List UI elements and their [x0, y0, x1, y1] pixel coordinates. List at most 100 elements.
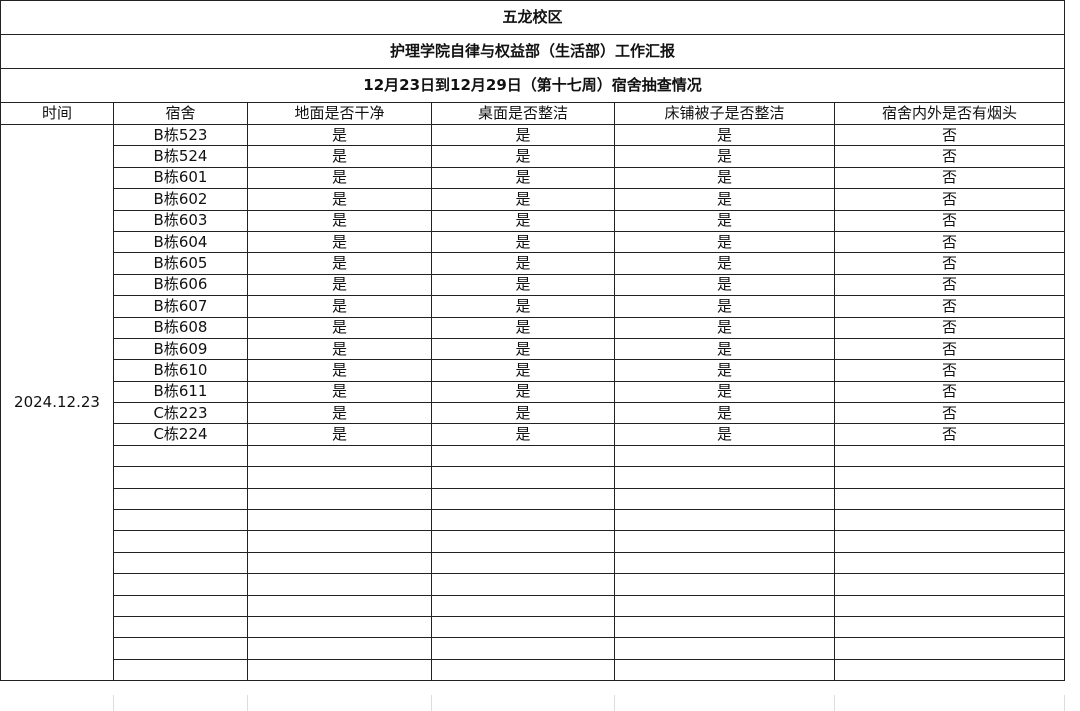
- bed-tidy-cell: 是: [614, 188, 835, 211]
- empty-row: [1, 487, 1066, 511]
- cigarette-cell: [833, 530, 1066, 553]
- bed-tidy-cell: 是: [614, 273, 835, 297]
- dorm-cell: B栋605: [113, 252, 248, 275]
- header-time: 时间: [0, 102, 114, 125]
- floor-clean-cell: [247, 444, 432, 468]
- table-row: B栋602 是是是否: [1, 188, 1066, 211]
- header-dorm: 宿舍: [113, 102, 248, 125]
- floor-clean-cell: 是: [247, 316, 432, 339]
- cigarette-cell: 否: [833, 230, 1066, 254]
- bed-tidy-cell: 是: [614, 380, 835, 404]
- bed-tidy-cell: 是: [614, 209, 835, 232]
- floor-clean-cell: 是: [247, 123, 432, 147]
- dorm-cell: [113, 594, 248, 617]
- desk-tidy-cell: [431, 487, 615, 511]
- desk-tidy-cell: 是: [431, 188, 615, 211]
- dorm-cell: [113, 487, 248, 511]
- cigarette-cell: [833, 658, 1066, 682]
- header-desk-tidy: 桌面是否整洁: [431, 102, 615, 125]
- empty-row: [1, 444, 1066, 468]
- dorm-cell: [113, 615, 248, 639]
- desk-tidy-cell: 是: [431, 252, 615, 275]
- floor-clean-cell: 是: [247, 273, 432, 297]
- empty-row: [1, 594, 1066, 617]
- bed-tidy-cell: 是: [614, 316, 835, 339]
- bed-tidy-cell: 是: [614, 145, 835, 168]
- table-row: B栋603 是是是否: [1, 209, 1066, 232]
- floor-clean-cell: 是: [247, 402, 432, 425]
- cigarette-cell: 否: [833, 209, 1066, 232]
- cigarette-cell: 否: [833, 166, 1066, 190]
- floor-clean-cell: 是: [247, 359, 432, 382]
- desk-tidy-cell: 是: [431, 380, 615, 404]
- empty-row: [1, 637, 1066, 660]
- floor-clean-cell: 是: [247, 252, 432, 275]
- desk-tidy-cell: 是: [431, 295, 615, 318]
- floor-clean-cell: [247, 637, 432, 660]
- cigarette-cell: [833, 573, 1066, 596]
- floor-clean-cell: 是: [247, 188, 432, 211]
- desk-tidy-cell: [431, 573, 615, 596]
- dorm-cell: B栋607: [113, 295, 248, 318]
- cigarette-cell: 否: [833, 295, 1066, 318]
- bed-tidy-cell: 是: [614, 295, 835, 318]
- report-title: 护理学院自律与权益部（生活部）工作汇报: [0, 34, 1066, 69]
- desk-tidy-cell: [431, 615, 615, 639]
- bed-tidy-cell: 是: [614, 402, 835, 425]
- desk-tidy-cell: 是: [431, 166, 615, 190]
- floor-clean-cell: [247, 530, 432, 553]
- dorm-cell: [113, 658, 248, 682]
- cigarette-cell: 否: [833, 402, 1066, 425]
- cigarette-cell: 否: [833, 337, 1066, 361]
- bed-tidy-cell: [614, 573, 835, 596]
- dorm-cell: C栋223: [113, 402, 248, 425]
- header-floor-clean: 地面是否干净: [247, 102, 432, 125]
- bed-tidy-cell: 是: [614, 166, 835, 190]
- table-row: B栋610 是是是否: [1, 359, 1066, 382]
- bed-tidy-cell: [614, 658, 835, 682]
- table-row: 2024.12.23 B栋523 是是是否: [0, 123, 1066, 682]
- desk-tidy-cell: [431, 594, 615, 617]
- table-row: B栋609 是是是否: [1, 337, 1066, 361]
- bed-tidy-cell: [614, 637, 835, 660]
- floor-clean-cell: [247, 509, 432, 532]
- bed-tidy-cell: [614, 466, 835, 489]
- cigarette-cell: [833, 509, 1066, 532]
- cigarette-cell: 否: [833, 252, 1066, 275]
- cigarette-cell: 否: [833, 145, 1066, 168]
- floor-clean-cell: 是: [247, 337, 432, 361]
- empty-row: [1, 509, 1066, 532]
- desk-tidy-cell: [431, 466, 615, 489]
- cigarette-cell: [833, 466, 1066, 489]
- dorm-cell: B栋524: [113, 145, 248, 168]
- floor-clean-cell: 是: [247, 295, 432, 318]
- empty-row: [1, 466, 1066, 489]
- cigarette-cell: 否: [833, 359, 1066, 382]
- dorm-cell: B栋611: [113, 380, 248, 404]
- bed-tidy-cell: [614, 594, 835, 617]
- empty-row: [1, 615, 1066, 639]
- floor-clean-cell: 是: [247, 145, 432, 168]
- floor-clean-cell: 是: [247, 380, 432, 404]
- floor-clean-cell: 是: [247, 166, 432, 190]
- bed-tidy-cell: 是: [614, 423, 835, 446]
- bed-tidy-cell: [614, 444, 835, 468]
- empty-row: [1, 551, 1066, 575]
- desk-tidy-cell: [431, 444, 615, 468]
- bed-tidy-cell: [614, 551, 835, 575]
- dorm-cell: B栋610: [113, 359, 248, 382]
- floor-clean-cell: [247, 551, 432, 575]
- period-title: 12月23日到12月29日（第十七周）宿舍抽查情况: [0, 68, 1066, 103]
- floor-clean-cell: [247, 573, 432, 596]
- cigarette-cell: 否: [833, 123, 1066, 147]
- cigarette-cell: [833, 487, 1066, 511]
- table-row: B栋608 是是是否: [1, 316, 1066, 339]
- bed-tidy-cell: 是: [614, 230, 835, 254]
- dorm-cell: [113, 573, 248, 596]
- empty-row: [1, 530, 1066, 553]
- floor-clean-cell: 是: [247, 230, 432, 254]
- bed-tidy-cell: 是: [614, 337, 835, 361]
- desk-tidy-cell: 是: [431, 123, 615, 147]
- bed-tidy-cell: 是: [614, 123, 835, 147]
- empty-row: [1, 573, 1066, 596]
